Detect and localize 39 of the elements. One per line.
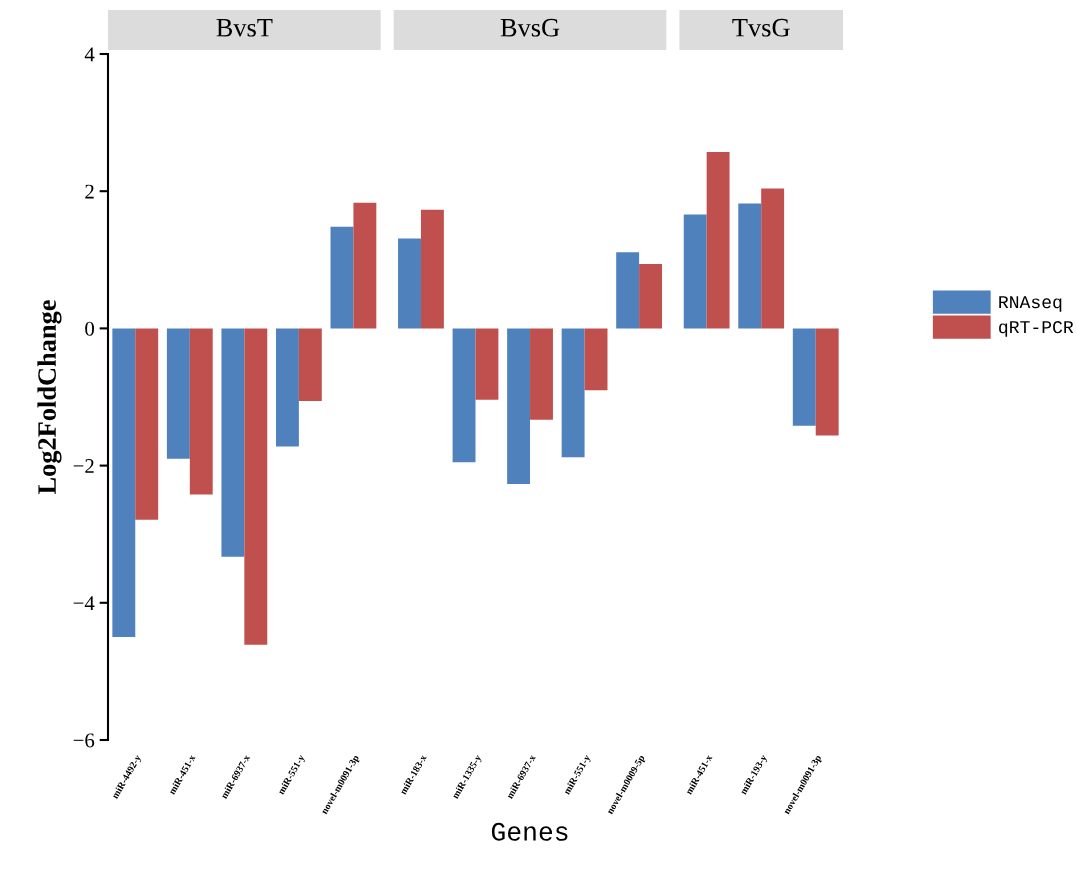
chart-title: BvsT <box>216 19 273 37</box>
bar <box>398 238 421 329</box>
legend-label: qRT-PCR <box>999 321 1074 337</box>
bar <box>420 209 444 329</box>
y-axis-title: Log2FoldChange <box>37 300 62 495</box>
y-tick-label: −4 <box>73 596 95 611</box>
bar <box>221 328 245 557</box>
bar <box>244 328 268 645</box>
bar <box>761 188 785 329</box>
bar <box>275 328 299 447</box>
bar <box>507 328 531 485</box>
x-axis-title: Genes <box>491 822 568 841</box>
y-tick-label: −2 <box>73 459 94 473</box>
bar <box>298 328 322 402</box>
bar <box>353 202 377 329</box>
chart-title: BvsG <box>500 18 560 37</box>
legend-label: RNAseq <box>999 296 1062 312</box>
bar <box>639 263 663 329</box>
bar <box>584 328 608 391</box>
bar <box>112 328 136 638</box>
bar <box>189 328 213 495</box>
bar <box>683 214 707 329</box>
y-tick-label: 4 <box>84 47 95 62</box>
bar <box>166 328 190 459</box>
y-tick-label: −6 <box>73 733 95 748</box>
bar <box>452 328 476 463</box>
bar <box>135 328 159 520</box>
bar <box>815 328 839 436</box>
bar <box>475 328 499 400</box>
bar <box>792 328 816 426</box>
y-tick-label: 0 <box>85 321 95 336</box>
y-tick-label: 2 <box>85 184 94 199</box>
bar <box>706 152 730 329</box>
bar <box>561 328 585 458</box>
bar <box>738 203 762 329</box>
chart-title: TvsG <box>732 18 790 37</box>
bar <box>330 226 354 329</box>
bar <box>616 252 640 329</box>
bar <box>530 328 553 420</box>
